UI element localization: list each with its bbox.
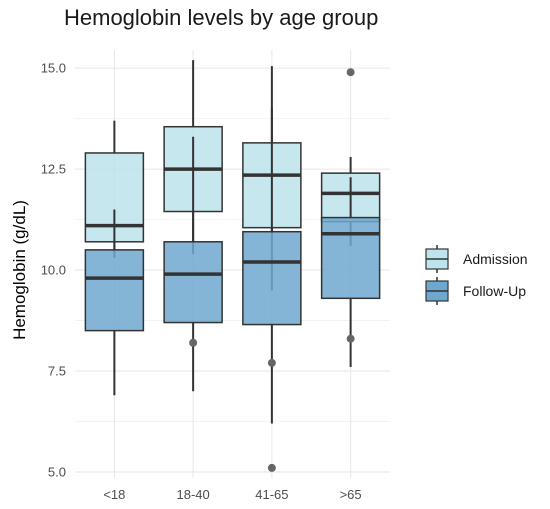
- legend-item-admission: Admission: [425, 245, 528, 273]
- follow-up-box-rect: [84, 249, 145, 332]
- legend-label-follow-up: Follow-Up: [463, 283, 526, 299]
- chart-title: Hemoglobin levels by age group: [64, 5, 378, 30]
- legend: Admission Follow-Up: [425, 245, 528, 305]
- x-tick-label: >65: [340, 487, 362, 502]
- follow-up-box-rect: [320, 216, 381, 300]
- x-tick-label: 41-65: [255, 487, 288, 502]
- y-tick-label: 15.0: [41, 61, 66, 76]
- y-axis-ticks: 5.0 7.5 10.0 12.5 15.0: [41, 61, 66, 480]
- follow-up-box-3: [320, 177, 381, 367]
- legend-label-admission: Admission: [463, 251, 528, 267]
- follow-up-box-0: [84, 209, 145, 396]
- admission-outlier-point: [346, 68, 355, 77]
- follow-up-outlier-point: [189, 338, 198, 347]
- follow-up-outlier-point: [346, 334, 355, 343]
- box-plots: [84, 60, 381, 472]
- follow-up-outlier-point: [267, 358, 276, 367]
- legend-item-follow-up: Follow-Up: [425, 277, 526, 305]
- y-axis-label: Hemoglobin (g/dL): [10, 200, 29, 340]
- follow-up-box-1: [163, 136, 223, 392]
- y-tick-label: 5.0: [48, 464, 66, 479]
- x-axis-ticks: <18 18-40 41-65 >65: [103, 487, 361, 502]
- follow-up-box-rect: [242, 230, 302, 326]
- y-tick-label: 10.0: [41, 263, 66, 278]
- x-tick-label: 18-40: [177, 487, 210, 502]
- x-tick-label: <18: [103, 487, 125, 502]
- y-tick-label: 12.5: [41, 162, 66, 177]
- follow-up-outlier-point: [267, 463, 276, 472]
- follow-up-box-rect: [163, 241, 223, 324]
- follow-up-box-2: [242, 108, 302, 472]
- y-tick-label: 7.5: [48, 364, 66, 379]
